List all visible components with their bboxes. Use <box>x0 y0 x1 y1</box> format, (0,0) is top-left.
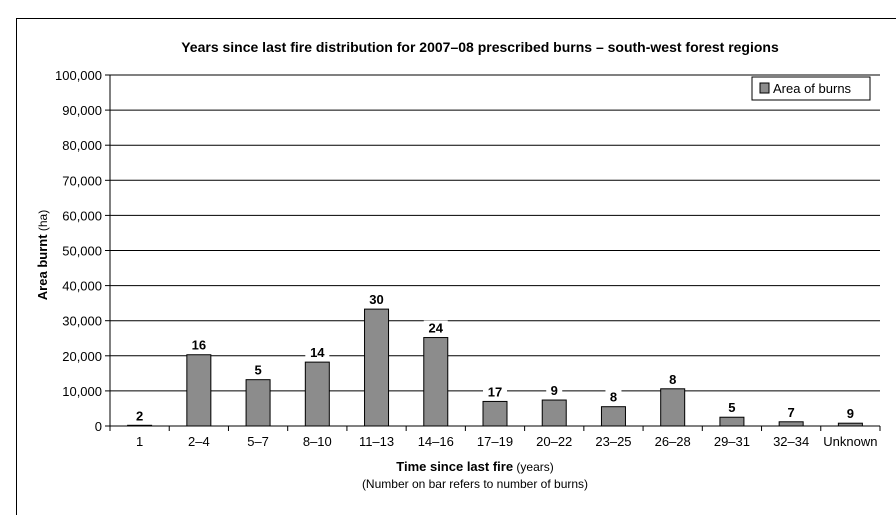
x-tick-label: 14–16 <box>418 434 454 449</box>
data-label-bg <box>423 320 448 336</box>
y-tick-label: 50,000 <box>62 244 102 259</box>
data-label-bg <box>605 389 622 405</box>
data-label-bg <box>723 400 740 416</box>
data-label-bg <box>186 337 211 353</box>
bar <box>778 421 804 427</box>
bar <box>364 308 390 427</box>
y-tick-labels: 0 10,000 20,000 30,000 40,000 50,000 60,000 70,… <box>55 68 102 434</box>
x-axis-note: (Number on bar refers to number of burns… <box>362 477 588 491</box>
x-tick-label: 11–13 <box>359 434 394 449</box>
data-label: 24 <box>429 321 444 336</box>
data-label-bg <box>305 345 330 361</box>
data-labels: 2 16 5 14 30 24 17 9 8 8 5 7 9 <box>131 292 859 424</box>
bar <box>186 354 212 427</box>
bars <box>127 308 863 427</box>
bar <box>600 406 626 427</box>
bar <box>304 361 330 427</box>
y-tick-label: 60,000 <box>62 208 102 223</box>
data-label: 2 <box>136 408 143 423</box>
y-tick-label: 0 <box>95 419 102 434</box>
bar <box>423 337 449 427</box>
bar <box>660 388 686 427</box>
x-tick-label: 5–7 <box>247 434 269 449</box>
x-tick-label: 2–4 <box>188 434 210 449</box>
data-label: 30 <box>369 292 383 307</box>
y-axis-label: Area burnt (ha) <box>35 210 50 300</box>
x-tick-label: 20–22 <box>536 434 572 449</box>
x-tick-label: 26–28 <box>655 434 691 449</box>
legend-box <box>751 76 871 101</box>
bar <box>245 379 271 427</box>
bar <box>541 399 567 427</box>
data-label-bg <box>364 292 389 308</box>
y-tick-label: 20,000 <box>62 349 102 364</box>
data-label-bg <box>131 408 148 424</box>
x-tick-labels: 1 2–4 5–7 8–10 11–13 14–16 17–19 20–22 23–25 26–2… <box>136 434 877 449</box>
bar <box>482 400 508 427</box>
y-tick-label: 30,000 <box>62 314 102 329</box>
x-tick-label: 32–34 <box>773 434 809 449</box>
bar <box>127 424 153 427</box>
y-tick-label: 80,000 <box>62 138 102 153</box>
legend: Area of burns <box>751 76 871 101</box>
data-label: 9 <box>551 383 558 398</box>
data-label-bg <box>546 383 563 399</box>
y-tick-label: 90,000 <box>62 103 102 118</box>
x-tick-label: 29–31 <box>714 434 750 449</box>
x-tick-label: 8–10 <box>303 434 332 449</box>
data-label-bg <box>483 384 507 400</box>
bar <box>719 416 745 427</box>
x-tick-label: 17–19 <box>477 434 513 449</box>
data-label: 8 <box>610 390 617 405</box>
legend-label: Area of burns <box>773 81 852 96</box>
chart-title: Years since last fire distribution for 2… <box>181 39 779 55</box>
x-axis-label: Time since last fire (years) <box>396 459 554 474</box>
y-tick-label: 70,000 <box>62 173 102 188</box>
x-tick-label: 1 <box>136 434 143 449</box>
data-label: 5 <box>728 400 735 415</box>
x-tick-label: 23–25 <box>595 434 631 449</box>
chart-frame <box>16 18 896 515</box>
data-label: 17 <box>488 384 502 399</box>
y-tick-label: 100,000 <box>55 68 102 83</box>
data-label-bg <box>664 371 681 387</box>
data-label-bg <box>842 406 859 422</box>
legend-swatch <box>759 82 770 94</box>
data-label-bg <box>250 362 267 378</box>
data-label: 14 <box>310 345 325 360</box>
bar <box>837 422 863 427</box>
data-label: 16 <box>192 338 206 353</box>
data-label: 8 <box>669 372 676 387</box>
data-label: 9 <box>847 406 854 421</box>
data-label-bg <box>783 404 800 420</box>
y-tick-label: 40,000 <box>62 279 102 294</box>
gridlines <box>105 74 881 431</box>
data-label: 5 <box>254 363 261 378</box>
x-tick-label: Unknown <box>823 434 877 449</box>
y-tick-label: 10,000 <box>62 384 102 399</box>
data-label: 7 <box>788 405 795 420</box>
